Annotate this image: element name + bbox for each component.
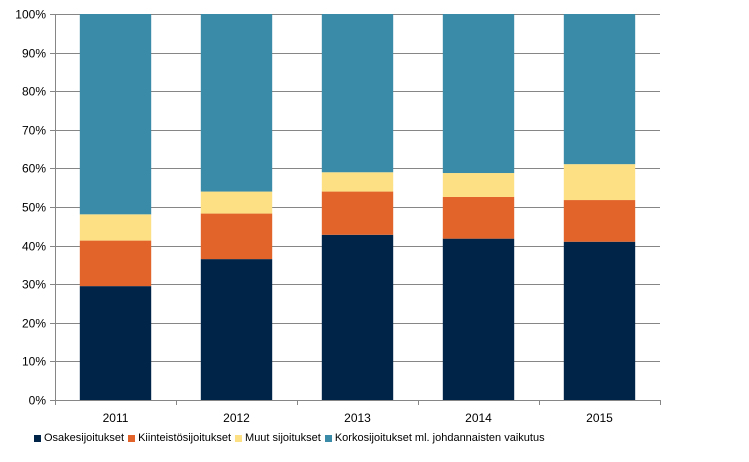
- bar-segment: [442, 173, 515, 197]
- legend-label: Kiinteistösijoitukset: [138, 432, 232, 444]
- x-tick-label: 2013: [344, 411, 371, 425]
- bar-segment: [79, 214, 152, 241]
- bar-segment: [442, 196, 515, 239]
- y-tick-label: 90%: [22, 47, 46, 61]
- bar-series: [79, 14, 636, 400]
- bar-segment: [563, 241, 636, 400]
- bar-segment: [200, 14, 273, 192]
- bar-segment: [79, 286, 152, 400]
- y-tick-label: 60%: [22, 162, 46, 176]
- y-tick-label: 40%: [22, 240, 46, 254]
- bar-segment: [321, 14, 394, 173]
- legend-swatch: [34, 434, 41, 442]
- y-tick-label: 50%: [22, 201, 46, 215]
- bar-segment: [200, 259, 273, 400]
- y-tick-label: 30%: [22, 278, 46, 292]
- bar-segment: [442, 14, 515, 174]
- x-tick-label: 2014: [465, 411, 492, 425]
- bar-segment: [79, 240, 152, 287]
- bar-segment: [321, 191, 394, 235]
- legend-swatch: [128, 434, 136, 442]
- bar-segment: [200, 191, 273, 214]
- legend-label: Osakesijoitukset: [44, 432, 125, 444]
- bar-segment: [321, 172, 394, 192]
- legend-item: Kiinteistösijoitukset: [128, 432, 231, 444]
- bar-segment: [442, 238, 515, 400]
- legend-item: Osakesijoitukset: [34, 432, 124, 444]
- axes: [50, 14, 661, 405]
- bar-segment: [321, 234, 394, 400]
- legend-item: Muut sijoitukset: [235, 432, 321, 444]
- bar-segment: [79, 14, 152, 215]
- legend-label: Muut sijoitukset: [245, 432, 321, 444]
- legend-label: Korkosijoitukset ml. johdannaisten vaiku…: [334, 432, 545, 444]
- x-axis-tick-labels: 2011 2012 2013 2014 2015: [103, 411, 614, 425]
- legend: Osakesijoitukset Kiinteistösijoitukset Muu…: [34, 429, 549, 447]
- bar-segment: [563, 14, 636, 165]
- bar-segment: [563, 200, 636, 242]
- legend-item: Korkosijoitukset ml. johdannaisten vaiku…: [324, 432, 545, 444]
- x-tick-label: 2015: [586, 411, 613, 425]
- y-tick-label: 10%: [22, 355, 46, 369]
- y-tick-label: 0%: [29, 394, 47, 408]
- x-tick-label: 2012: [223, 411, 250, 425]
- y-tick-label: 70%: [22, 124, 46, 138]
- y-tick-label: 20%: [22, 317, 46, 331]
- x-tick-label: 2011: [103, 411, 129, 425]
- bar-segment: [563, 164, 636, 201]
- y-axis-tick-labels: 0% 10% 20% 30% 40% 50% 60% 70% 80% 90% 100%: [15, 8, 46, 408]
- legend-swatch: [235, 434, 243, 442]
- y-tick-label: 80%: [22, 85, 46, 99]
- legend-swatch: [324, 434, 332, 442]
- bar-segment: [200, 213, 273, 260]
- y-tick-label: 100%: [15, 8, 46, 22]
